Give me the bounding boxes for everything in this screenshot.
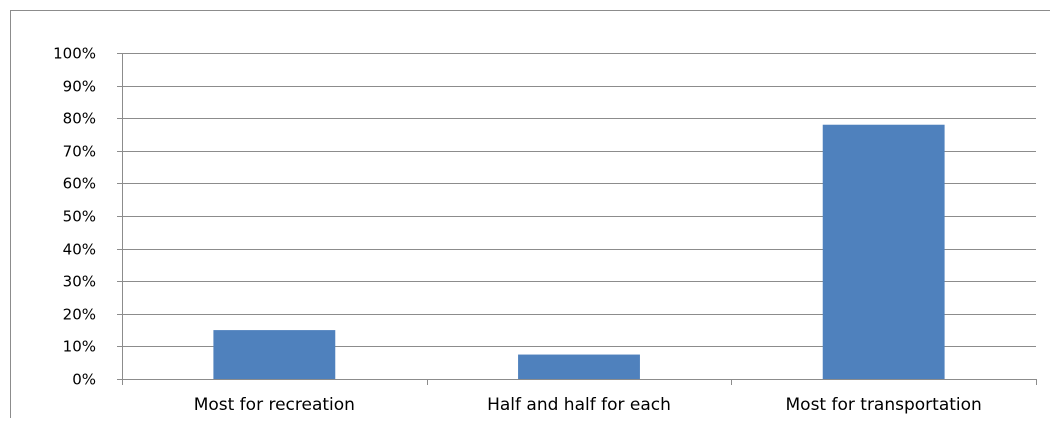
- bars: [213, 124, 945, 379]
- y-tick-label: 50%: [63, 208, 96, 226]
- y-tick-label: 100%: [53, 45, 96, 63]
- bar: [822, 124, 945, 379]
- x-tick-label: Most for transportation: [786, 395, 982, 415]
- x-tick-label: Half and half for each: [487, 395, 671, 415]
- x-axis: [122, 53, 1037, 385]
- y-tick-label: 60%: [63, 175, 96, 193]
- x-tick-label: Most for recreation: [194, 395, 355, 415]
- y-tick-label: 70%: [63, 143, 96, 161]
- y-tick-label: 30%: [63, 273, 96, 291]
- y-tick-label: 80%: [63, 110, 96, 128]
- y-tick-label: 0%: [72, 371, 96, 389]
- bar: [213, 330, 336, 379]
- y-tick-label: 40%: [63, 241, 96, 259]
- y-tick-label: 90%: [63, 78, 96, 96]
- y-tick-label: 10%: [63, 338, 96, 356]
- y-axis-ticks: 0% 10% 20% 30% 40% 50% 60% 70% 80% 90% 100%: [53, 45, 96, 389]
- bar: [518, 354, 640, 379]
- y-tick-label: 20%: [63, 306, 96, 324]
- x-axis-labels: Most for recreation Half and half for eac…: [194, 395, 982, 415]
